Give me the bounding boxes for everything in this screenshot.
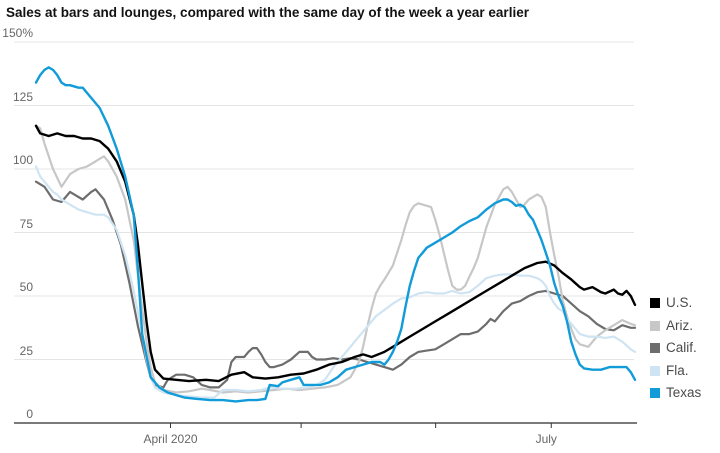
series-line-calif [34, 180, 637, 389]
chart-title: Sales at bars and lounges, compared with… [6, 5, 529, 20]
legend-item-texas: Texas [650, 386, 701, 400]
legend-swatch-icon [650, 365, 660, 376]
legend-label: Calif. [666, 340, 697, 355]
x-axis-label: July [535, 432, 557, 446]
series-line-us [34, 124, 637, 383]
y-axis-label: 50 [19, 280, 33, 294]
y-axis-label: 100 [12, 153, 33, 167]
legend-label: Texas [666, 385, 702, 400]
legend-swatch-icon [650, 343, 660, 353]
y-axis-label: 0 [26, 407, 33, 421]
series-line-fla [34, 165, 637, 399]
chart-legend: U.S. Ariz. Calif. Fla. Texas [650, 296, 701, 400]
legend-swatch-icon [650, 320, 660, 331]
legend-item-fla: Fla. [650, 362, 701, 378]
legend-item-ariz: Ariz. [650, 317, 701, 333]
legend-item-us: U.S. [650, 296, 701, 310]
legend-label: Fla. [666, 362, 689, 378]
legend-label: Ariz. [666, 317, 693, 333]
x-axis-label: April 2020 [143, 432, 198, 446]
y-axis-label: 25 [19, 343, 33, 358]
y-axis-label: 125 [12, 89, 33, 104]
y-axis-label: 75 [19, 216, 33, 231]
legend-label: U.S. [666, 295, 693, 310]
legend-item-calif: Calif. [650, 341, 701, 355]
series-line-texas [34, 66, 637, 403]
legend-swatch-icon [650, 298, 660, 308]
legend-swatch-icon [650, 388, 660, 398]
y-axis-label: 150% [2, 26, 33, 40]
